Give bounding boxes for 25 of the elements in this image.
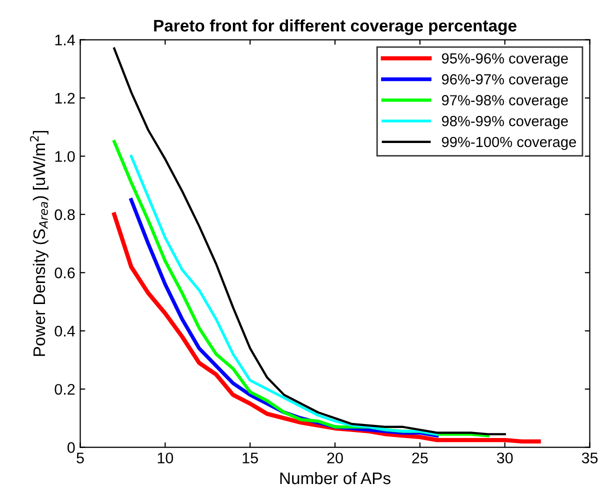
x-tick-label: 5 <box>76 452 84 464</box>
x-tick-label: 15 <box>242 452 258 464</box>
chart-title: Pareto front for different coverage percentage <box>154 19 516 35</box>
y-tick-label: 0.8 <box>54 209 75 220</box>
legend-label: 99%-100% coverage <box>442 136 576 150</box>
y-tick-label: 1.0 <box>55 151 75 162</box>
legend-label: 98%-99% coverage <box>442 116 568 130</box>
x-tick-label: 20 <box>327 452 343 464</box>
y-axis-title: Power Density (S$_{Area}$) [uW/m$^{2}$] <box>30 131 48 356</box>
x-tick-label: 30 <box>496 452 513 464</box>
x-tick-label: 10 <box>158 452 174 464</box>
y-tick-label: 1.4 <box>55 34 75 46</box>
x-tick-label: 35 <box>582 452 598 464</box>
y-tick-label: 0 <box>67 442 75 453</box>
legend-label: 95%-96% coverage <box>442 53 568 66</box>
x-axis-title: Number of APs <box>280 472 390 484</box>
y-tick-label: 0.4 <box>54 326 75 337</box>
line-series <box>112 212 541 444</box>
y-tick-label: 0.2 <box>54 384 75 395</box>
x-tick-label: 25 <box>412 452 428 464</box>
legend-label: 97%-98% coverage <box>442 95 568 108</box>
y-tick-label: 1.2 <box>55 92 75 104</box>
legend-label: 96%-97% coverage <box>442 74 568 88</box>
line-series <box>130 154 438 436</box>
y-tick-label: 0.6 <box>54 268 75 278</box>
